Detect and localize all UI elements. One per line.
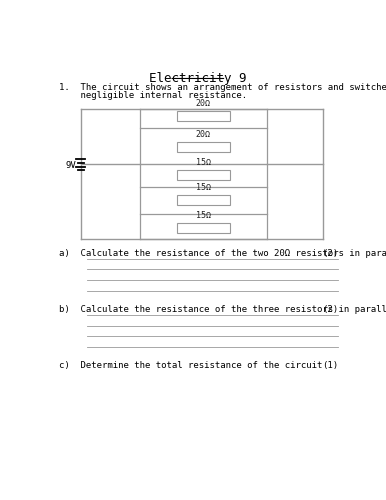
FancyBboxPatch shape <box>177 223 230 233</box>
Text: negligible internal resistance.: negligible internal resistance. <box>59 91 247 100</box>
Text: b)  Calculate the resistance of the three resistors in parallel.: b) Calculate the resistance of the three… <box>59 305 386 314</box>
FancyBboxPatch shape <box>177 142 230 152</box>
Text: 1.  The circuit shows an arrangement of resistors and switches and a battery wit: 1. The circuit shows an arrangement of r… <box>59 83 386 92</box>
Text: (1): (1) <box>322 361 338 370</box>
Text: 20Ω: 20Ω <box>196 99 211 108</box>
Text: (2): (2) <box>322 305 338 314</box>
FancyBboxPatch shape <box>177 170 230 179</box>
Text: 20Ω: 20Ω <box>196 130 211 139</box>
Text: c)  Determine the total resistance of the circuit: c) Determine the total resistance of the… <box>59 361 322 370</box>
Text: Electricity 9: Electricity 9 <box>149 72 247 86</box>
Text: 15Ω: 15Ω <box>196 158 211 166</box>
Text: 15Ω: 15Ω <box>196 182 211 192</box>
Text: (2): (2) <box>322 248 338 258</box>
FancyBboxPatch shape <box>177 194 230 204</box>
FancyBboxPatch shape <box>177 111 230 121</box>
Text: a)  Calculate the resistance of the two 20Ω resistors in parallel.: a) Calculate the resistance of the two 2… <box>59 248 386 258</box>
Text: 9V: 9V <box>65 160 76 170</box>
Text: 15Ω: 15Ω <box>196 211 211 220</box>
